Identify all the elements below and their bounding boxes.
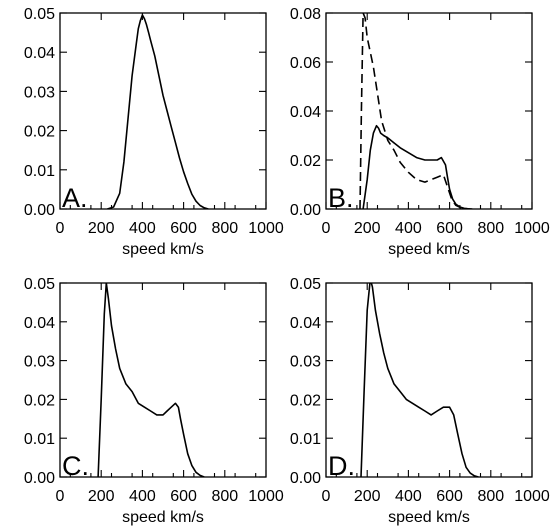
y-tick-label: 0.05 [24,276,55,293]
y-tick-label: 0.04 [290,315,321,332]
x-tick-label: 600 [170,488,197,505]
x-axis-label: speed km/s [122,241,204,258]
x-tick-label: 1000 [514,220,550,237]
x-tick-label: 1000 [514,488,550,505]
y-tick-label: 0.08 [290,6,321,23]
series-line-solid [360,283,479,477]
y-tick-label: 0.00 [290,202,321,219]
x-tick-label: 800 [477,220,504,237]
series-line-solid [97,283,205,477]
x-tick-label: 0 [322,220,331,237]
x-tick-label: 200 [354,220,381,237]
y-tick-label: 0.01 [24,163,55,180]
y-tick-label: 0.02 [24,124,55,141]
x-tick-label: 800 [211,220,238,237]
panel-a-frame [59,12,267,210]
panel-c-frame [59,282,267,478]
panel-label: B. [328,183,354,213]
x-tick-label: 400 [129,488,156,505]
x-tick-label: 0 [56,488,65,505]
panel-d-frame [325,282,533,478]
y-tick-label: 0.01 [290,431,321,448]
y-tick-label: 0.00 [24,470,55,487]
x-tick-label: 400 [129,220,156,237]
x-tick-label: 400 [395,220,422,237]
x-tick-label: 600 [436,220,463,237]
y-tick-label: 0.01 [24,431,55,448]
x-tick-label: 600 [436,488,463,505]
y-tick-label: 0.00 [290,470,321,487]
panel-b-frame [325,12,533,210]
x-tick-label: 1000 [248,220,284,237]
panel-label: C. [62,451,89,481]
y-tick-label: 0.02 [290,392,321,409]
x-axis-label: speed km/s [388,241,470,258]
y-tick-label: 0.06 [290,55,321,72]
panel-d: 0 200 400 600 800 1000 0.00 0.01 0.02 0.03 0.04 0.0… [290,276,550,526]
y-tick-label: 0.03 [24,354,55,371]
y-tick-label: 0.04 [290,104,321,121]
y-tick-label: 0.00 [24,202,55,219]
y-tick-label: 0.03 [290,354,321,371]
y-tick-label: 0.02 [24,392,55,409]
x-tick-label: 800 [477,488,504,505]
y-tick-label: 0.03 [24,84,55,101]
x-tick-label: 1000 [248,488,284,505]
x-tick-label: 400 [395,488,422,505]
x-axis-label: speed km/s [122,509,204,526]
panel-c: 0 200 400 600 800 1000 0.00 0.01 0.02 0.03 0.04 0.0… [24,276,284,526]
y-tick-label: 0.05 [290,276,321,293]
series-line-solid [107,14,209,209]
x-tick-label: 0 [56,220,65,237]
x-tick-label: 200 [88,488,115,505]
x-tick-label: 600 [170,220,197,237]
panel-label: A. [62,183,88,213]
series-line-dashed [359,13,471,209]
panel-a: 0 200 400 600 800 1000 0.00 0.01 0.02 0.03 0.04 0.0… [24,6,284,258]
panel-label: D. [328,451,355,481]
x-axis-label: speed km/s [388,509,470,526]
y-tick-label: 0.04 [24,45,55,62]
x-tick-label: 0 [322,488,331,505]
x-tick-label: 800 [211,488,238,505]
y-tick-label: 0.05 [24,6,55,23]
x-tick-label: 200 [88,220,115,237]
series-line-solid [362,124,473,209]
panel-b: 0 200 400 600 800 1000 0.00 0.02 0.04 0.06 0.08 spe… [290,6,550,258]
x-tick-label: 200 [354,488,381,505]
y-tick-label: 0.04 [24,315,55,332]
y-tick-label: 0.02 [290,153,321,170]
